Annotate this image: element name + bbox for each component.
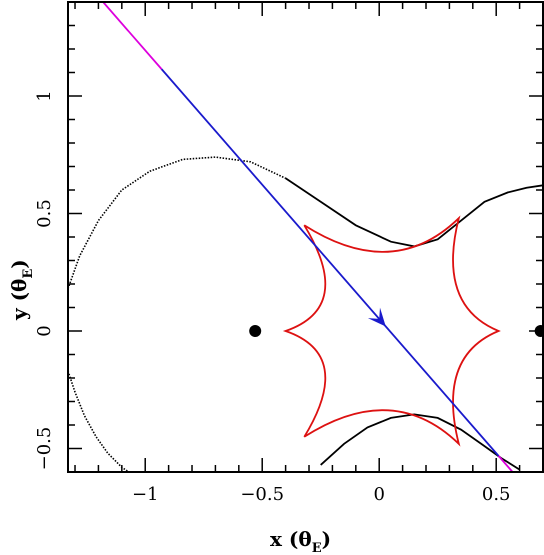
y-tick-label: −0.5 <box>34 427 55 471</box>
y-axis-label-main: y (θ <box>7 279 31 321</box>
trajectory-arrow <box>367 307 386 327</box>
x-tick-label: −0.5 <box>240 484 284 505</box>
critical-curve-lower <box>320 413 521 471</box>
caustic-curve <box>282 215 501 447</box>
y-tick-label: 0.5 <box>34 199 55 228</box>
plot-frame <box>67 1 544 473</box>
trajectory-end-segment <box>497 455 514 472</box>
y-axis-label-sub: E <box>21 269 36 279</box>
x-axis-label-sub: E <box>312 541 322 555</box>
axis-ticks <box>68 1 544 473</box>
x-tick-label: 0 <box>373 484 384 505</box>
x-tick-label: 0.5 <box>482 484 511 505</box>
y-tick-label: 1 <box>34 90 55 101</box>
critical-curve-upper-left <box>68 156 286 289</box>
y-axis-label-close: ) <box>7 259 31 268</box>
x-axis-label-close: ) <box>322 527 331 551</box>
x-tick-label: −1 <box>132 484 159 505</box>
critical-curve-upper-right <box>285 177 543 248</box>
source-trajectory <box>102 2 514 472</box>
x-axis-label: x (θE) <box>270 527 331 555</box>
x-axis-label-main: x (θ <box>270 527 312 551</box>
caustic-line <box>282 215 501 447</box>
y-axis-label: y (θE) <box>7 259 36 321</box>
critical-curve-left <box>68 370 130 472</box>
tick-labels: −1 −0.5 0 0.5 −0.5 0 0.5 1 <box>34 90 511 505</box>
lens-mass-point <box>249 325 262 337</box>
trajectory-main-segment <box>160 68 500 457</box>
y-tick-label: 0 <box>34 325 55 336</box>
trajectory-start-segment <box>102 2 163 70</box>
